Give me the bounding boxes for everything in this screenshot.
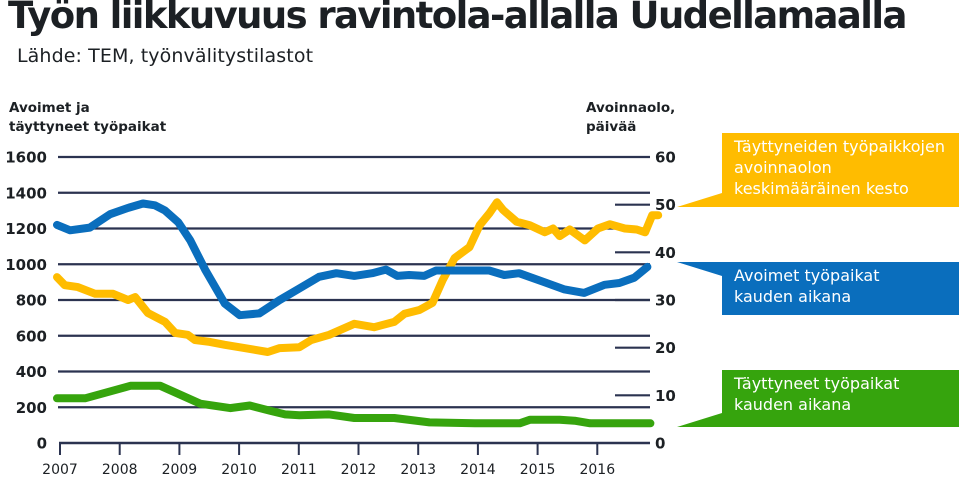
- right-tick-label: 10: [655, 387, 676, 405]
- callout-label: kauden aikana: [734, 395, 851, 414]
- callout-3: Täyttyneet työpaikat kauden aikana: [677, 370, 959, 427]
- right-tick-label: 30: [655, 292, 676, 310]
- series-line-2: [53, 199, 652, 320]
- x-tick-label: 2014: [460, 462, 496, 478]
- callout-label: Avoimet työpaikat: [734, 266, 880, 285]
- left-tick-label: 800: [16, 292, 47, 310]
- legend-callouts: Täyttyneiden työpaikkojen avoinnaolon kesk…: [677, 133, 959, 427]
- x-tick-label: 2008: [102, 462, 138, 478]
- callout-label: Täyttyneet työpaikat: [733, 374, 899, 393]
- left-tick-label: 200: [16, 399, 47, 417]
- callout-2: Avoimet työpaikat kauden aikana: [677, 262, 959, 315]
- chart-subtitle: Lähde: TEM, työnvälitystilastot: [17, 45, 314, 67]
- right-tick-label: 40: [655, 244, 676, 262]
- callout-1: Täyttyneiden työpaikkojen avoinnaolon kesk…: [677, 133, 959, 207]
- callout-label: avoinnaolon: [734, 158, 832, 177]
- callout-label: keskimääräinen kesto: [734, 179, 909, 198]
- callout-box: [722, 262, 959, 315]
- left-tick-label: 1200: [5, 220, 47, 238]
- left-tick-label: 1600: [5, 149, 47, 167]
- x-tick-label: 2011: [281, 462, 317, 478]
- right-tick-label: 20: [655, 339, 676, 357]
- left-axis-title: Avoimet ja täyttyneet työpaikat: [9, 99, 166, 137]
- right-axis-title-line: päivää: [586, 119, 637, 135]
- right-tick-label: 50: [655, 196, 676, 214]
- left-tick-label: 1000: [5, 256, 47, 274]
- right-axis-title: Avoinnaolo, päivää: [586, 99, 675, 137]
- x-tick-label: 2007: [42, 462, 78, 478]
- left-axis-ticks: 0 200 400 600 800 1000 1200 1400 1600: [5, 149, 47, 453]
- left-tick-label: 400: [16, 363, 47, 381]
- callout-box: [722, 133, 959, 207]
- series-line-1: [53, 198, 663, 356]
- right-axis-title-line: Avoinnaolo,: [586, 100, 676, 116]
- left-tick-label: 0: [37, 435, 47, 453]
- x-tick-label: 2016: [579, 462, 615, 478]
- chart-title: Työn liikkuvuus ravintola-allalla Uudell…: [8, 0, 907, 37]
- callout-label: Täyttyneiden työpaikkojen: [733, 137, 945, 156]
- x-tick-label: 2015: [520, 462, 556, 478]
- left-tick-label: 600: [16, 327, 47, 345]
- right-tick-label: 60: [655, 149, 676, 167]
- left-axis-title-line: täyttyneet työpaikat: [9, 119, 167, 135]
- series-lines: [53, 198, 663, 428]
- x-tick-label: 2013: [400, 462, 436, 478]
- callout-pointer: [677, 413, 722, 427]
- x-tick-label: 2012: [341, 462, 377, 478]
- left-axis-title-line: Avoimet ja: [9, 100, 90, 116]
- right-tick-label: 0: [655, 435, 665, 453]
- grid-lines: [58, 155, 650, 409]
- x-tick-label: 2010: [221, 462, 257, 478]
- callout-pointer: [677, 262, 722, 276]
- callout-box: [722, 370, 959, 427]
- right-axis-ticks: 0 10 20 30 40 50 60: [655, 149, 676, 453]
- callout-label: kauden aikana: [734, 287, 851, 306]
- callout-pointer: [677, 193, 722, 207]
- series-line-3: [53, 381, 655, 428]
- x-tick-label: 2009: [162, 462, 198, 478]
- x-axis: 2007 2008 2009 2010 2011 2012 2013 2014 2015 2016: [42, 441, 650, 478]
- left-tick-label: 1400: [5, 184, 47, 202]
